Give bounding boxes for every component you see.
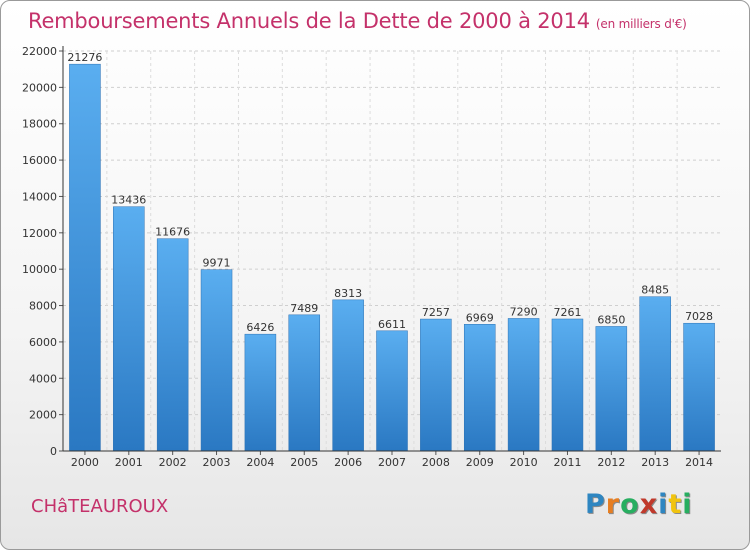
brand-logo: Proxiti <box>585 489 693 520</box>
bar <box>463 324 496 452</box>
bar-value-label: 7290 <box>510 305 538 318</box>
bar-value-label: 8485 <box>641 284 669 297</box>
brand-letter: x <box>639 489 659 520</box>
x-tick-label: 2001 <box>115 456 143 469</box>
bar-value-label: 21276 <box>67 51 102 64</box>
y-tick-label: 22000 <box>22 45 57 58</box>
y-tick-label: 6000 <box>29 336 57 349</box>
bar <box>332 299 364 452</box>
city-name: CHâTEAUROUX <box>31 496 169 517</box>
x-tick-label: 2009 <box>466 456 494 469</box>
bar-value-label: 13436 <box>111 194 146 207</box>
y-tick-label: 18000 <box>22 118 57 131</box>
bar <box>244 333 277 452</box>
brand-letter: o <box>620 489 640 520</box>
y-tick-label: 0 <box>50 445 57 458</box>
y-tick-label: 8000 <box>29 300 57 313</box>
bar-value-label: 7257 <box>422 306 450 319</box>
bar-value-label: 6850 <box>597 313 625 326</box>
bar <box>288 314 321 452</box>
bar-value-label: 6426 <box>246 321 274 334</box>
brand-letter: r <box>605 489 621 520</box>
x-tick-label: 2000 <box>71 456 99 469</box>
x-tick-label: 2013 <box>641 456 669 469</box>
chart-unit: (en milliers d'€) <box>595 17 687 31</box>
chart-title-text: Remboursements Annuels de la Dette de 20… <box>28 9 590 33</box>
bar-value-label: 7028 <box>685 310 713 323</box>
x-tick-label: 2012 <box>597 456 625 469</box>
bar-value-label: 8313 <box>334 287 362 300</box>
y-tick-label: 12000 <box>22 227 57 240</box>
bar-value-label: 11676 <box>155 226 190 239</box>
bar-value-label: 7489 <box>290 302 318 315</box>
y-tick-label: 2000 <box>29 409 57 422</box>
bar-value-label: 6969 <box>466 311 494 324</box>
bar <box>551 318 584 452</box>
brand-letter: i <box>682 489 693 520</box>
x-tick-label: 2010 <box>510 456 538 469</box>
bar <box>507 318 540 452</box>
bar <box>69 63 101 452</box>
bar <box>200 269 233 452</box>
chart-title: Remboursements Annuels de la Dette de 20… <box>28 9 687 33</box>
x-tick-label: 2011 <box>553 456 581 469</box>
bar-value-label: 9971 <box>203 257 231 270</box>
x-tick-label: 2014 <box>685 456 713 469</box>
bar-value-label: 6611 <box>378 318 406 331</box>
brand-letter: i <box>658 489 669 520</box>
brand-letter: P <box>585 489 606 520</box>
x-tick-label: 2006 <box>334 456 362 469</box>
bar <box>683 322 715 452</box>
x-tick-label: 2003 <box>203 456 231 469</box>
bar <box>420 318 452 452</box>
x-tick-label: 2008 <box>422 456 450 469</box>
x-tick-label: 2007 <box>378 456 406 469</box>
y-tick-label: 10000 <box>22 263 57 276</box>
x-tick-label: 2004 <box>246 456 274 469</box>
bar <box>156 238 189 452</box>
y-tick-label: 4000 <box>29 372 57 385</box>
bar <box>595 326 628 452</box>
y-tick-label: 16000 <box>22 154 57 167</box>
brand-letter: t <box>668 489 683 520</box>
bar-value-label: 7261 <box>553 306 581 319</box>
bar <box>376 330 408 452</box>
x-tick-label: 2002 <box>159 456 187 469</box>
bar <box>639 296 671 452</box>
bar <box>113 206 145 452</box>
y-tick-label: 14000 <box>22 190 57 203</box>
y-tick-label: 20000 <box>22 81 57 94</box>
x-tick-label: 2005 <box>290 456 318 469</box>
